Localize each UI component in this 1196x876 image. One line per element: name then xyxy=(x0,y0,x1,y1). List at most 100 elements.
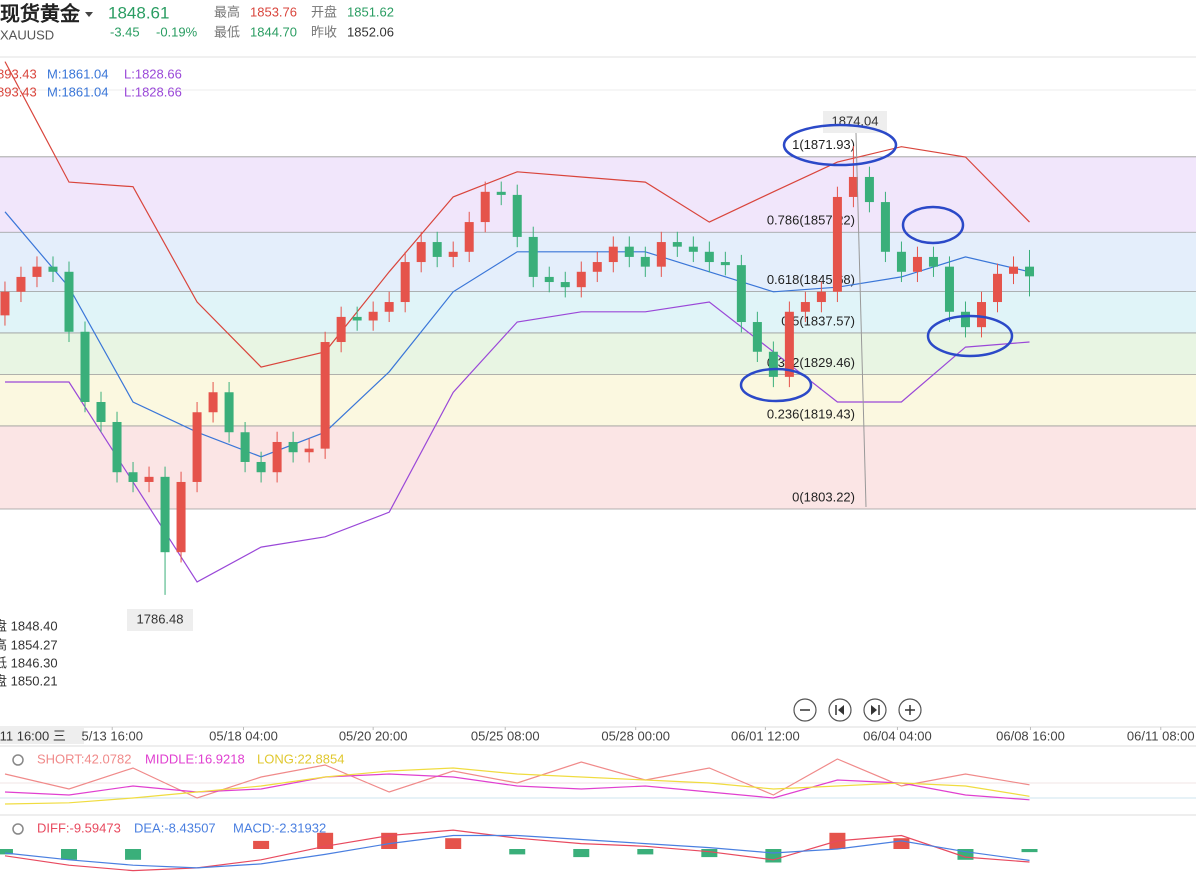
candle-body xyxy=(32,266,42,277)
instrument-name: 现货黄金 xyxy=(0,1,81,25)
fib-handle-line xyxy=(855,132,867,508)
candle-body xyxy=(1009,266,1019,274)
macd-bar xyxy=(317,832,334,849)
x-tick-label: 05/20 20:00 xyxy=(339,728,408,743)
candle-body xyxy=(160,476,170,553)
candle-body xyxy=(144,476,154,482)
ohlc-info: 盘 1848.40 xyxy=(0,618,58,633)
fib-label: 0.236(1819.43) xyxy=(767,406,855,421)
fib-label: 0.5(1837.57) xyxy=(781,313,855,328)
candle-body xyxy=(480,191,490,223)
candle-body xyxy=(784,311,794,377)
annotation-circle xyxy=(901,205,965,245)
candle-body xyxy=(592,262,602,272)
candle-body xyxy=(224,392,234,433)
candle-body xyxy=(496,191,506,195)
osc-line xyxy=(4,767,1030,805)
candle-body xyxy=(688,246,698,252)
macd-bar xyxy=(0,849,13,855)
candle-body xyxy=(672,242,682,247)
candle-body xyxy=(64,271,74,332)
candle-body xyxy=(448,251,458,257)
candle-body xyxy=(944,266,954,312)
candle-body xyxy=(832,196,842,292)
x-tick-label: 5/13 16:00 xyxy=(81,728,142,743)
candle-body xyxy=(896,251,906,272)
legend-lower: L:1828.66 xyxy=(124,66,182,81)
candle-body xyxy=(128,472,138,482)
candle-body xyxy=(16,276,26,292)
macd-bar xyxy=(637,849,654,855)
candle-body xyxy=(400,262,410,303)
candle-body xyxy=(992,273,1002,303)
candle-body xyxy=(848,176,858,197)
legend-mid: M:1861.04 xyxy=(47,84,108,99)
candle-body xyxy=(192,412,202,482)
macd-bar xyxy=(509,849,526,855)
stat-value: 1851.62 xyxy=(347,4,394,19)
crosshair-label: /11 16:00 三 xyxy=(0,728,66,743)
fib-band xyxy=(0,156,1196,233)
candle-body xyxy=(976,302,986,328)
fib-label: 1(1871.93) xyxy=(792,137,855,152)
candle-body xyxy=(768,351,778,377)
stat-value: 1844.70 xyxy=(250,24,297,39)
change: -3.45 xyxy=(110,24,140,39)
candle-body xyxy=(112,421,122,473)
candle-body xyxy=(816,291,826,303)
macd-legend: DEA:-8.43507 xyxy=(134,820,216,835)
macd-bar xyxy=(1021,849,1038,853)
macd-bar xyxy=(573,849,590,858)
macd-bar xyxy=(893,838,910,849)
candle-body xyxy=(752,322,762,352)
candle-body xyxy=(544,276,554,283)
candle-body xyxy=(512,194,522,237)
crosshair-label-box xyxy=(0,728,84,744)
osc-legend: LONG:22.8854 xyxy=(257,751,344,766)
candle-body xyxy=(384,302,394,312)
macd-line xyxy=(4,834,1030,869)
macd-bar xyxy=(445,838,462,849)
macd-bar xyxy=(381,832,398,849)
macd-bar xyxy=(765,849,782,863)
macd-bar xyxy=(253,840,270,849)
candle-body xyxy=(640,256,650,267)
x-tick-label: 05/28 00:00 xyxy=(601,728,670,743)
osc-line xyxy=(4,773,1030,801)
legend-mid: M:1861.04 xyxy=(47,66,108,81)
candle-body xyxy=(176,481,186,553)
candle-body xyxy=(864,176,874,203)
candle-body xyxy=(912,256,922,272)
candle-body xyxy=(576,271,586,288)
plot-area: 1(1871.93)0.786(1857.22)0.618(1845.68)0.… xyxy=(0,61,1196,595)
boll-line xyxy=(4,61,1030,368)
candle-body xyxy=(1025,266,1035,277)
macd-legend: DIFF:-9.59473 xyxy=(37,820,121,835)
fib-band xyxy=(0,332,1196,375)
x-tick-label: 05/18 04:00 xyxy=(209,728,278,743)
macd-bar xyxy=(701,849,718,858)
boll-line xyxy=(5,301,1030,583)
x-tick-label: 05/25 08:00 xyxy=(471,728,540,743)
candle-body xyxy=(800,302,810,312)
macd-legend: MACD:-2.31932 xyxy=(233,820,326,835)
candle-body xyxy=(80,331,90,402)
candle-body xyxy=(432,242,442,257)
settings-icon[interactable] xyxy=(12,754,24,766)
low-label: 1786.48 xyxy=(137,611,184,626)
fib-band xyxy=(0,374,1196,426)
macd-bar xyxy=(125,849,142,860)
macd-line xyxy=(4,829,1030,872)
low-label-box xyxy=(127,609,193,631)
annotation-circle xyxy=(782,123,898,167)
dropdown-arrow[interactable] xyxy=(85,12,93,17)
candle-body xyxy=(272,441,282,473)
osc-legend: SHORT:42.0782 xyxy=(37,751,131,766)
settings-icon[interactable] xyxy=(12,823,24,835)
stat-label: 最高 xyxy=(214,4,240,19)
stat-value: 1853.76 xyxy=(250,4,297,19)
candle-body xyxy=(288,441,298,453)
ohlc-info: 高 1854.27 xyxy=(0,637,58,652)
legend-upper: 893.43 xyxy=(0,84,37,99)
candle-body xyxy=(736,265,746,323)
